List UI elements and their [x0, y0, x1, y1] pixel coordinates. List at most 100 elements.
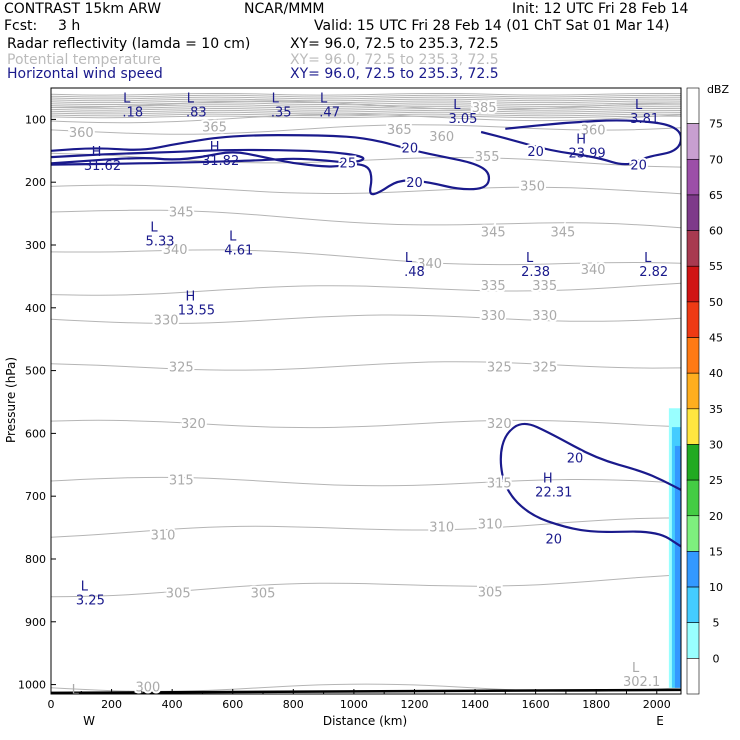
extremum-marker-L: L [453, 98, 461, 113]
wind-label: 20 [406, 176, 423, 191]
theta-contour-upper [51, 111, 681, 115]
theta-label: 325 [487, 360, 512, 375]
x-axis-east-label: E [656, 714, 664, 728]
forecast-label: Fcst: [4, 18, 38, 34]
theta-label: 335 [481, 279, 506, 294]
theta-label: 360 [581, 124, 606, 139]
theta-label: 345 [550, 225, 575, 240]
theta-contour-310 [51, 517, 681, 538]
theta-contour-upper [51, 115, 681, 119]
theta-label: 360 [69, 126, 94, 141]
extremum-marker-L: L [81, 580, 89, 595]
y-axis-title: Pressure (hPa) [4, 357, 18, 443]
colorbar-swatch [686, 444, 700, 481]
extremum-marker-H: H [543, 472, 553, 487]
theta-label: 315 [169, 473, 194, 488]
wind-contour-upper-jet-east [480, 119, 681, 166]
theta-label-halo: 330 [532, 309, 557, 324]
colorbar-level: 65 [709, 189, 723, 202]
theta-label: 310 [151, 529, 176, 544]
colorbar-level: 35 [709, 403, 723, 416]
theta-contour-upper [51, 92, 681, 96]
extremum-value: 31.82 [202, 154, 239, 169]
theta-label-halo: 325 [169, 360, 194, 375]
colorbar-level: 20 [709, 510, 723, 523]
extremum-value: 22.31 [535, 486, 572, 501]
theta-label-halo: 345 [550, 225, 575, 240]
colorbar-swatch [686, 551, 700, 588]
field-theta-name: Potential temperature [7, 52, 161, 68]
wind-label-halo: 20 [630, 159, 647, 174]
theta-label-halo: 320 [181, 417, 206, 432]
theta-contour-335 [51, 282, 681, 296]
extremum-marker-L: L [320, 92, 328, 107]
theta-label: 325 [532, 360, 557, 375]
colorbar-swatch [686, 622, 700, 659]
reflectivity-band [674, 445, 681, 688]
theta-label-halo: 325 [532, 360, 557, 375]
extremum-value: 4.61 [224, 244, 253, 259]
theta-contour-upper [51, 107, 681, 111]
theta-label: 345 [481, 225, 506, 240]
field-wind-name: Horizontal wind speed [7, 66, 163, 82]
theta-label: 305 [166, 587, 191, 602]
extremum-value: 13.55 [178, 303, 215, 318]
colorbar-swatch [686, 301, 700, 338]
theta-label-halo: 305 [478, 585, 503, 600]
y-tick-label: 200 [25, 176, 46, 189]
colorbar-level: 5 [713, 617, 720, 630]
y-tick-label: 500 [25, 365, 46, 378]
y-tick-label: 600 [25, 427, 46, 440]
theta-contour-365 [51, 113, 681, 124]
center-name: NCAR/MMM [244, 1, 325, 17]
y-tick-label: 400 [25, 302, 46, 315]
x-tick-label: 400 [162, 698, 183, 711]
theta-label: 340 [417, 257, 442, 272]
theta-label: 330 [532, 309, 557, 324]
colorbar-swatch [686, 194, 700, 231]
extremum-value: 3.05 [448, 112, 477, 127]
theta-label: 365 [202, 121, 227, 136]
colorbar-swatch [686, 123, 700, 160]
extremum-value: .18 [122, 106, 143, 121]
colorbar-level: 30 [709, 438, 723, 451]
theta-label: 365 [387, 123, 412, 138]
colorbar-level: 0 [713, 652, 720, 665]
theta-label-halo: 325 [487, 360, 512, 375]
theta-label-halo: 335 [532, 279, 557, 294]
theta-label: 300 [136, 681, 161, 696]
theta-contour-upper [51, 94, 681, 98]
theta-label: 340 [163, 243, 188, 258]
theta-label-halo: 385 [472, 101, 497, 116]
colorbar-swatch [686, 658, 700, 695]
wind-label: 20 [527, 145, 544, 160]
theta-label: 325 [169, 360, 194, 375]
colorbar-swatch [686, 372, 700, 410]
y-tick-label: 800 [25, 553, 46, 566]
field-reflectivity-xy: XY= 96.0, 72.5 to 235.3, 72.5 [290, 36, 499, 52]
theta-label-halo: 340 [417, 257, 442, 272]
colorbar-level: 70 [709, 153, 723, 166]
x-tick-label: 1000 [340, 698, 368, 711]
model-name: CONTRAST 15km ARW [4, 1, 162, 17]
plot-frame [50, 87, 682, 695]
colorbar-level: 60 [709, 225, 723, 238]
y-tick-label: 700 [25, 490, 46, 503]
theta-contour-350 [51, 184, 681, 195]
extremum-value: 23.99 [568, 146, 605, 161]
colorbar-swatch [686, 408, 700, 445]
wind-label: 20 [630, 159, 647, 174]
theta-label: 315 [487, 477, 512, 492]
extremum-value: .83 [186, 106, 207, 121]
x-tick-label: 1200 [400, 698, 428, 711]
extremum-marker-H: H [210, 140, 220, 155]
extremum-value: 299.9 [63, 697, 100, 712]
theta-label: 330 [154, 313, 179, 328]
forecast-hours: 3 h [58, 18, 81, 34]
theta-contour-330 [51, 314, 681, 324]
extremum-marker-L: L [150, 220, 158, 235]
colorbar-swatch [686, 586, 700, 624]
theta-contour-340 [51, 249, 681, 266]
extremum-value: 2.82 [639, 265, 668, 280]
x-tick-label: 200 [101, 698, 122, 711]
